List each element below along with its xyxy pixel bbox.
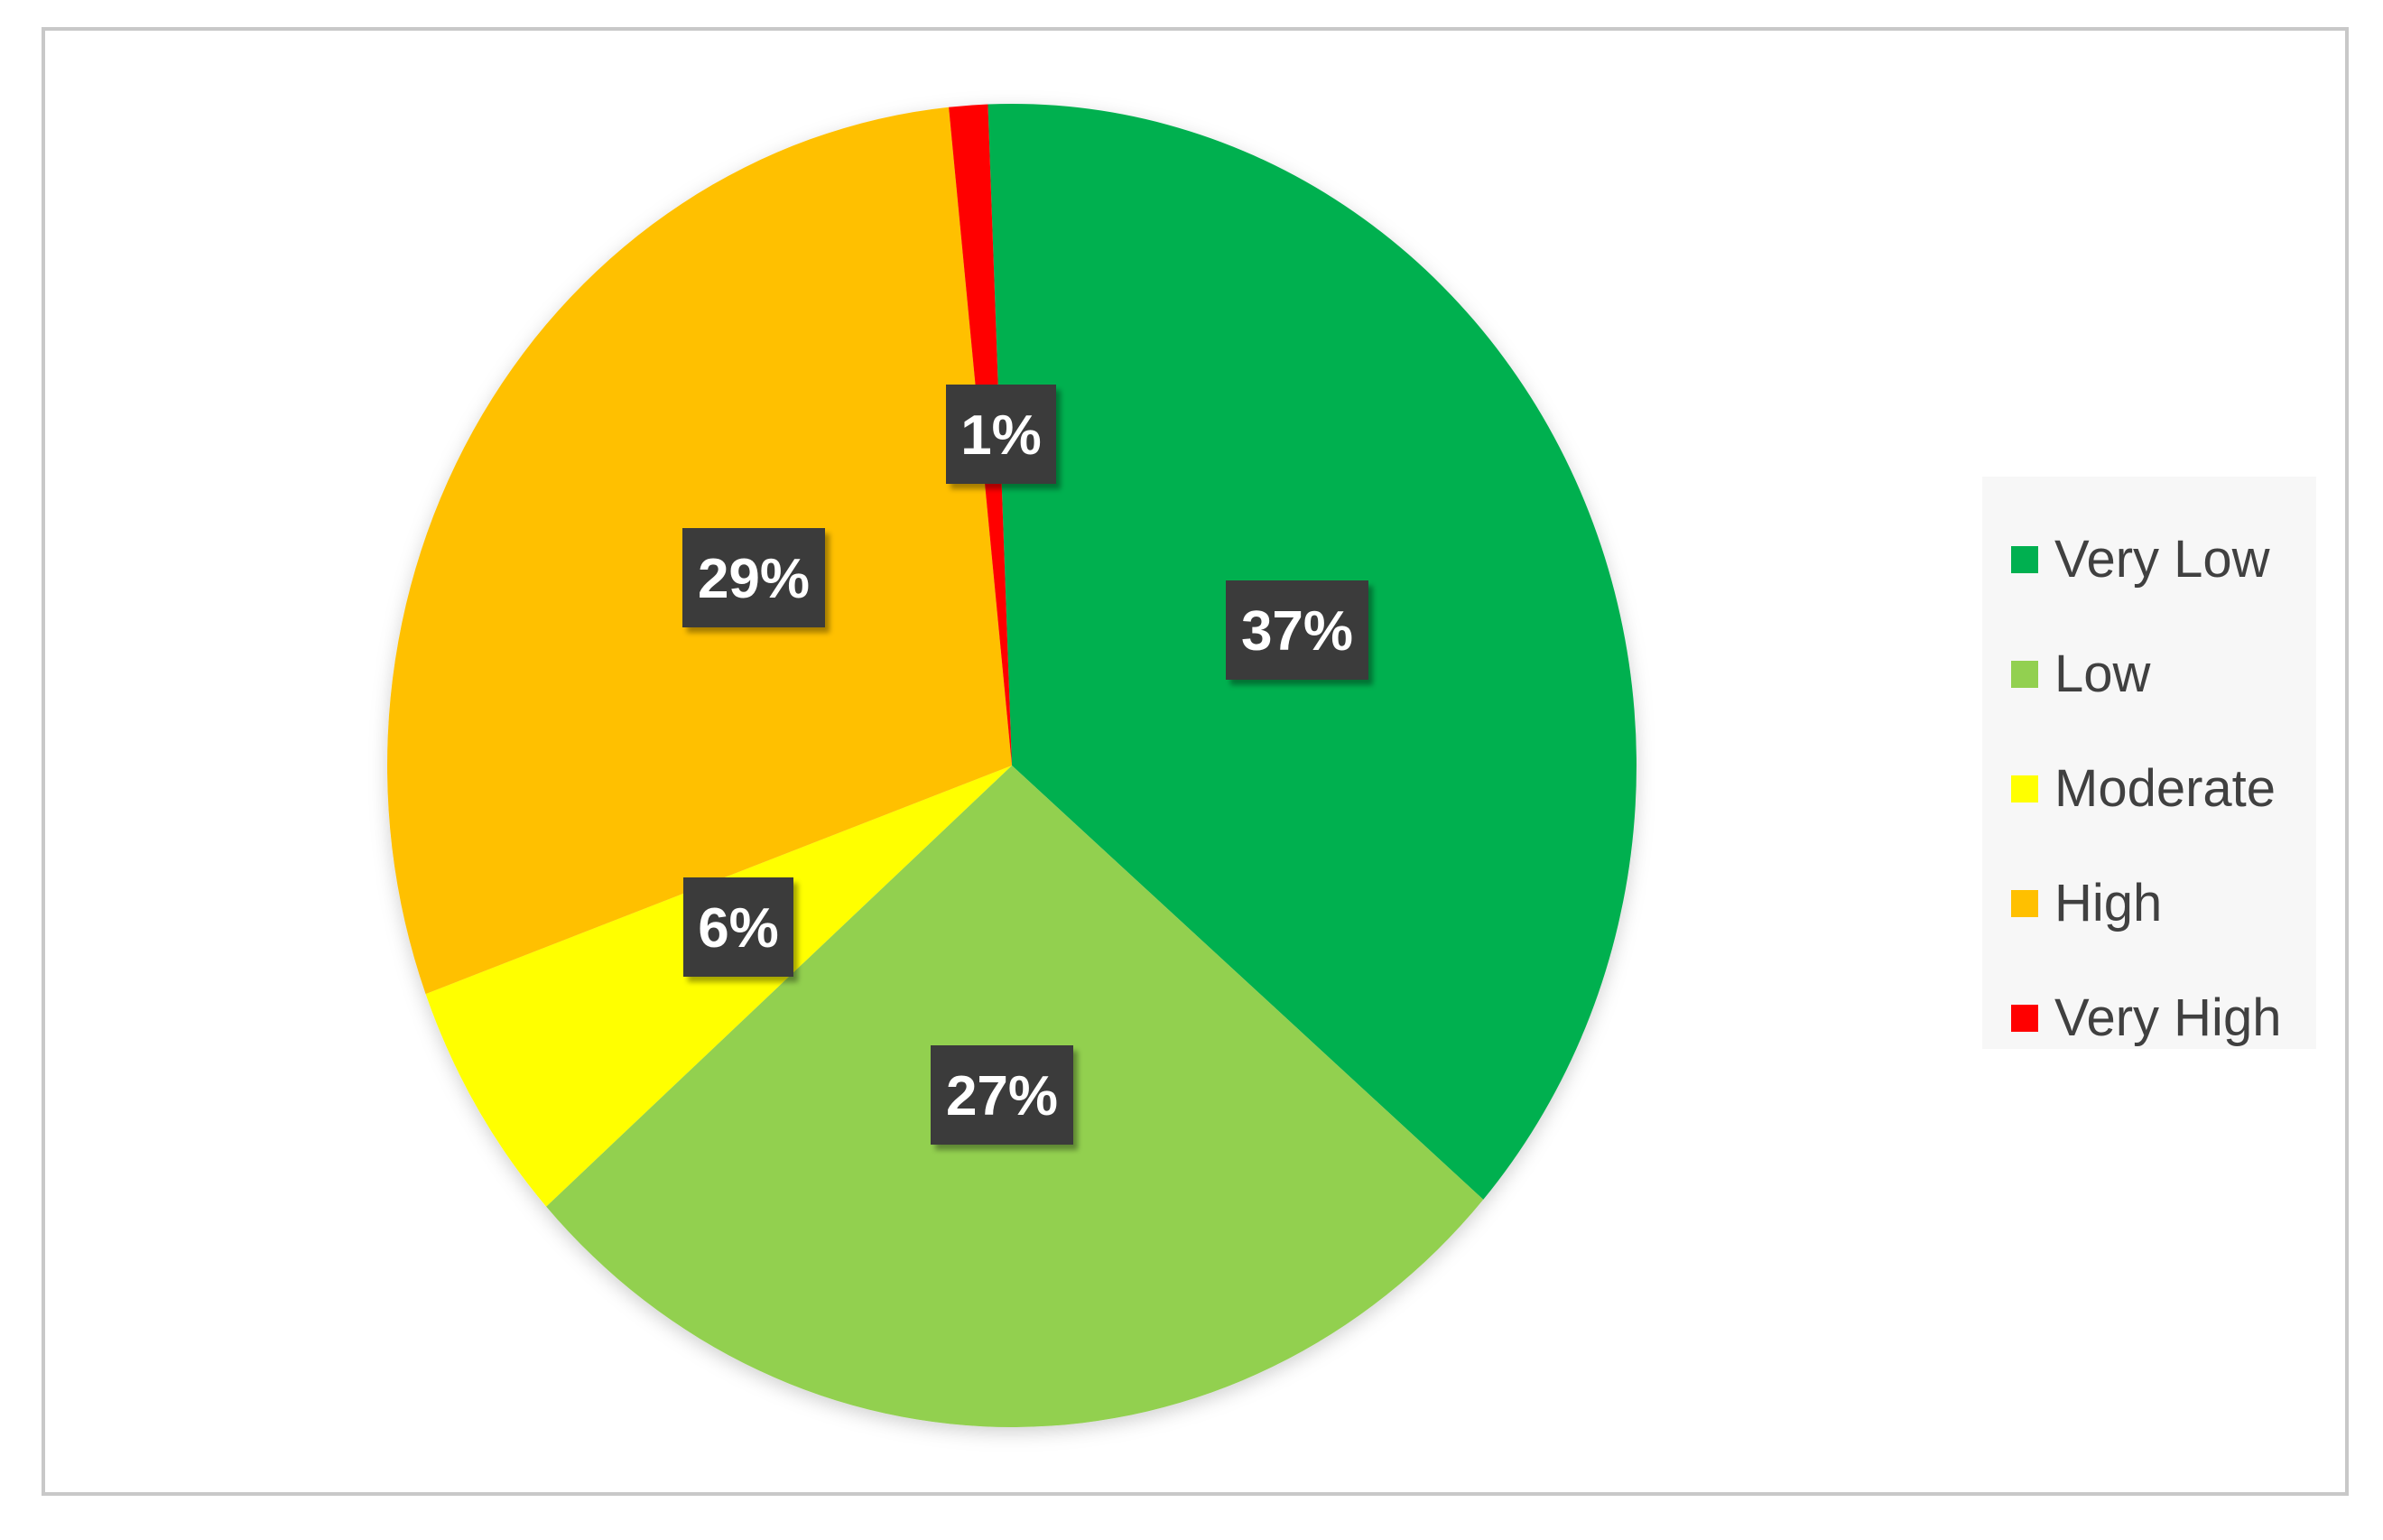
data-label-very-low: 37% [1226,580,1368,680]
pie-slices [387,104,1637,1427]
legend-label: Very High [2054,988,2282,1047]
legend-item-moderate: Moderate [1982,731,2316,846]
legend-swatch [2011,1004,2038,1032]
pie-data-labels: 37% 27% 6% 29% 1% [682,385,1368,1145]
legend-label: Low [2054,645,2151,703]
legend-label: Moderate [2054,759,2276,818]
data-label-very-high: 1% [946,385,1056,484]
legend-swatch [2011,545,2038,573]
data-label-moderate: 6% [683,877,793,977]
legend-item-high: High [1982,846,2316,960]
legend-item-low: Low [1982,617,2316,731]
svg-text:1%: 1% [960,404,1042,467]
legend-swatch [2011,775,2038,802]
legend-item-very-low: Very Low [1982,502,2316,617]
svg-text:27%: 27% [946,1065,1058,1127]
legend-label: High [2054,874,2163,932]
data-label-low: 27% [931,1045,1073,1145]
svg-text:6%: 6% [698,897,779,960]
legend: Very Low Low Moderate High Very High [1982,477,2316,1049]
pie-slice-moderate [425,765,1012,1207]
svg-text:37%: 37% [1241,600,1353,663]
legend-swatch [2011,660,2038,688]
legend-item-very-high: Very High [1982,960,2316,1075]
data-label-high: 29% [682,528,825,627]
legend-label: Very Low [2054,530,2270,589]
svg-text:29%: 29% [698,548,810,610]
legend-swatch [2011,889,2038,917]
